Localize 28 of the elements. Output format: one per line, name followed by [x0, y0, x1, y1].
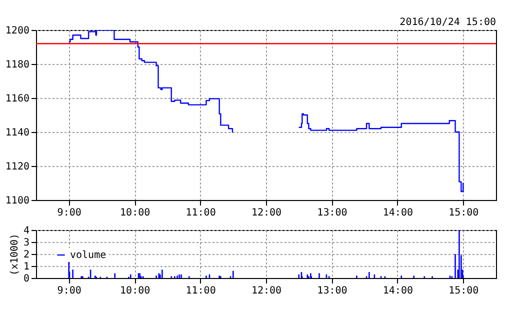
x-tick-label: 14:00: [382, 286, 413, 296]
y-tick-label: 1120: [5, 162, 30, 172]
y-tick-label: 1180: [5, 60, 30, 70]
y-tick-label: 1140: [5, 128, 30, 138]
y-tick-label: 4: [23, 226, 30, 236]
y-tick-label: 1160: [5, 94, 30, 104]
y-axis-title: (x1000): [9, 233, 20, 276]
x-tick-label: 11:00: [186, 286, 216, 296]
x-tick-label: 9:00: [57, 208, 82, 218]
y-tick-label: 1: [23, 262, 30, 272]
legend-label: volume: [70, 250, 106, 261]
x-tick-label: 13:00: [317, 286, 348, 296]
text: 2016/10/24 15:00: [400, 17, 496, 28]
x-tick-label: 12:00: [251, 286, 282, 296]
y-tick-label: 1100: [5, 196, 30, 206]
x-tick-label: 10:00: [120, 286, 150, 296]
x-tick-label: 14:00: [382, 208, 413, 218]
x-tick-label: 9:00: [57, 286, 82, 296]
x-tick-label: 13:00: [317, 208, 348, 218]
y-tick-label: 2: [23, 250, 30, 260]
x-tick-label: 15:00: [448, 286, 479, 296]
y-tick-label: 3: [23, 238, 30, 248]
x-tick-label: 10:00: [120, 208, 150, 218]
x-tick-label: 11:00: [186, 208, 216, 218]
x-tick-label: 12:00: [251, 208, 282, 218]
y-tick-label: 0: [23, 274, 30, 284]
y-tick-label: 1200: [5, 26, 30, 36]
x-tick-label: 15:00: [448, 208, 479, 218]
